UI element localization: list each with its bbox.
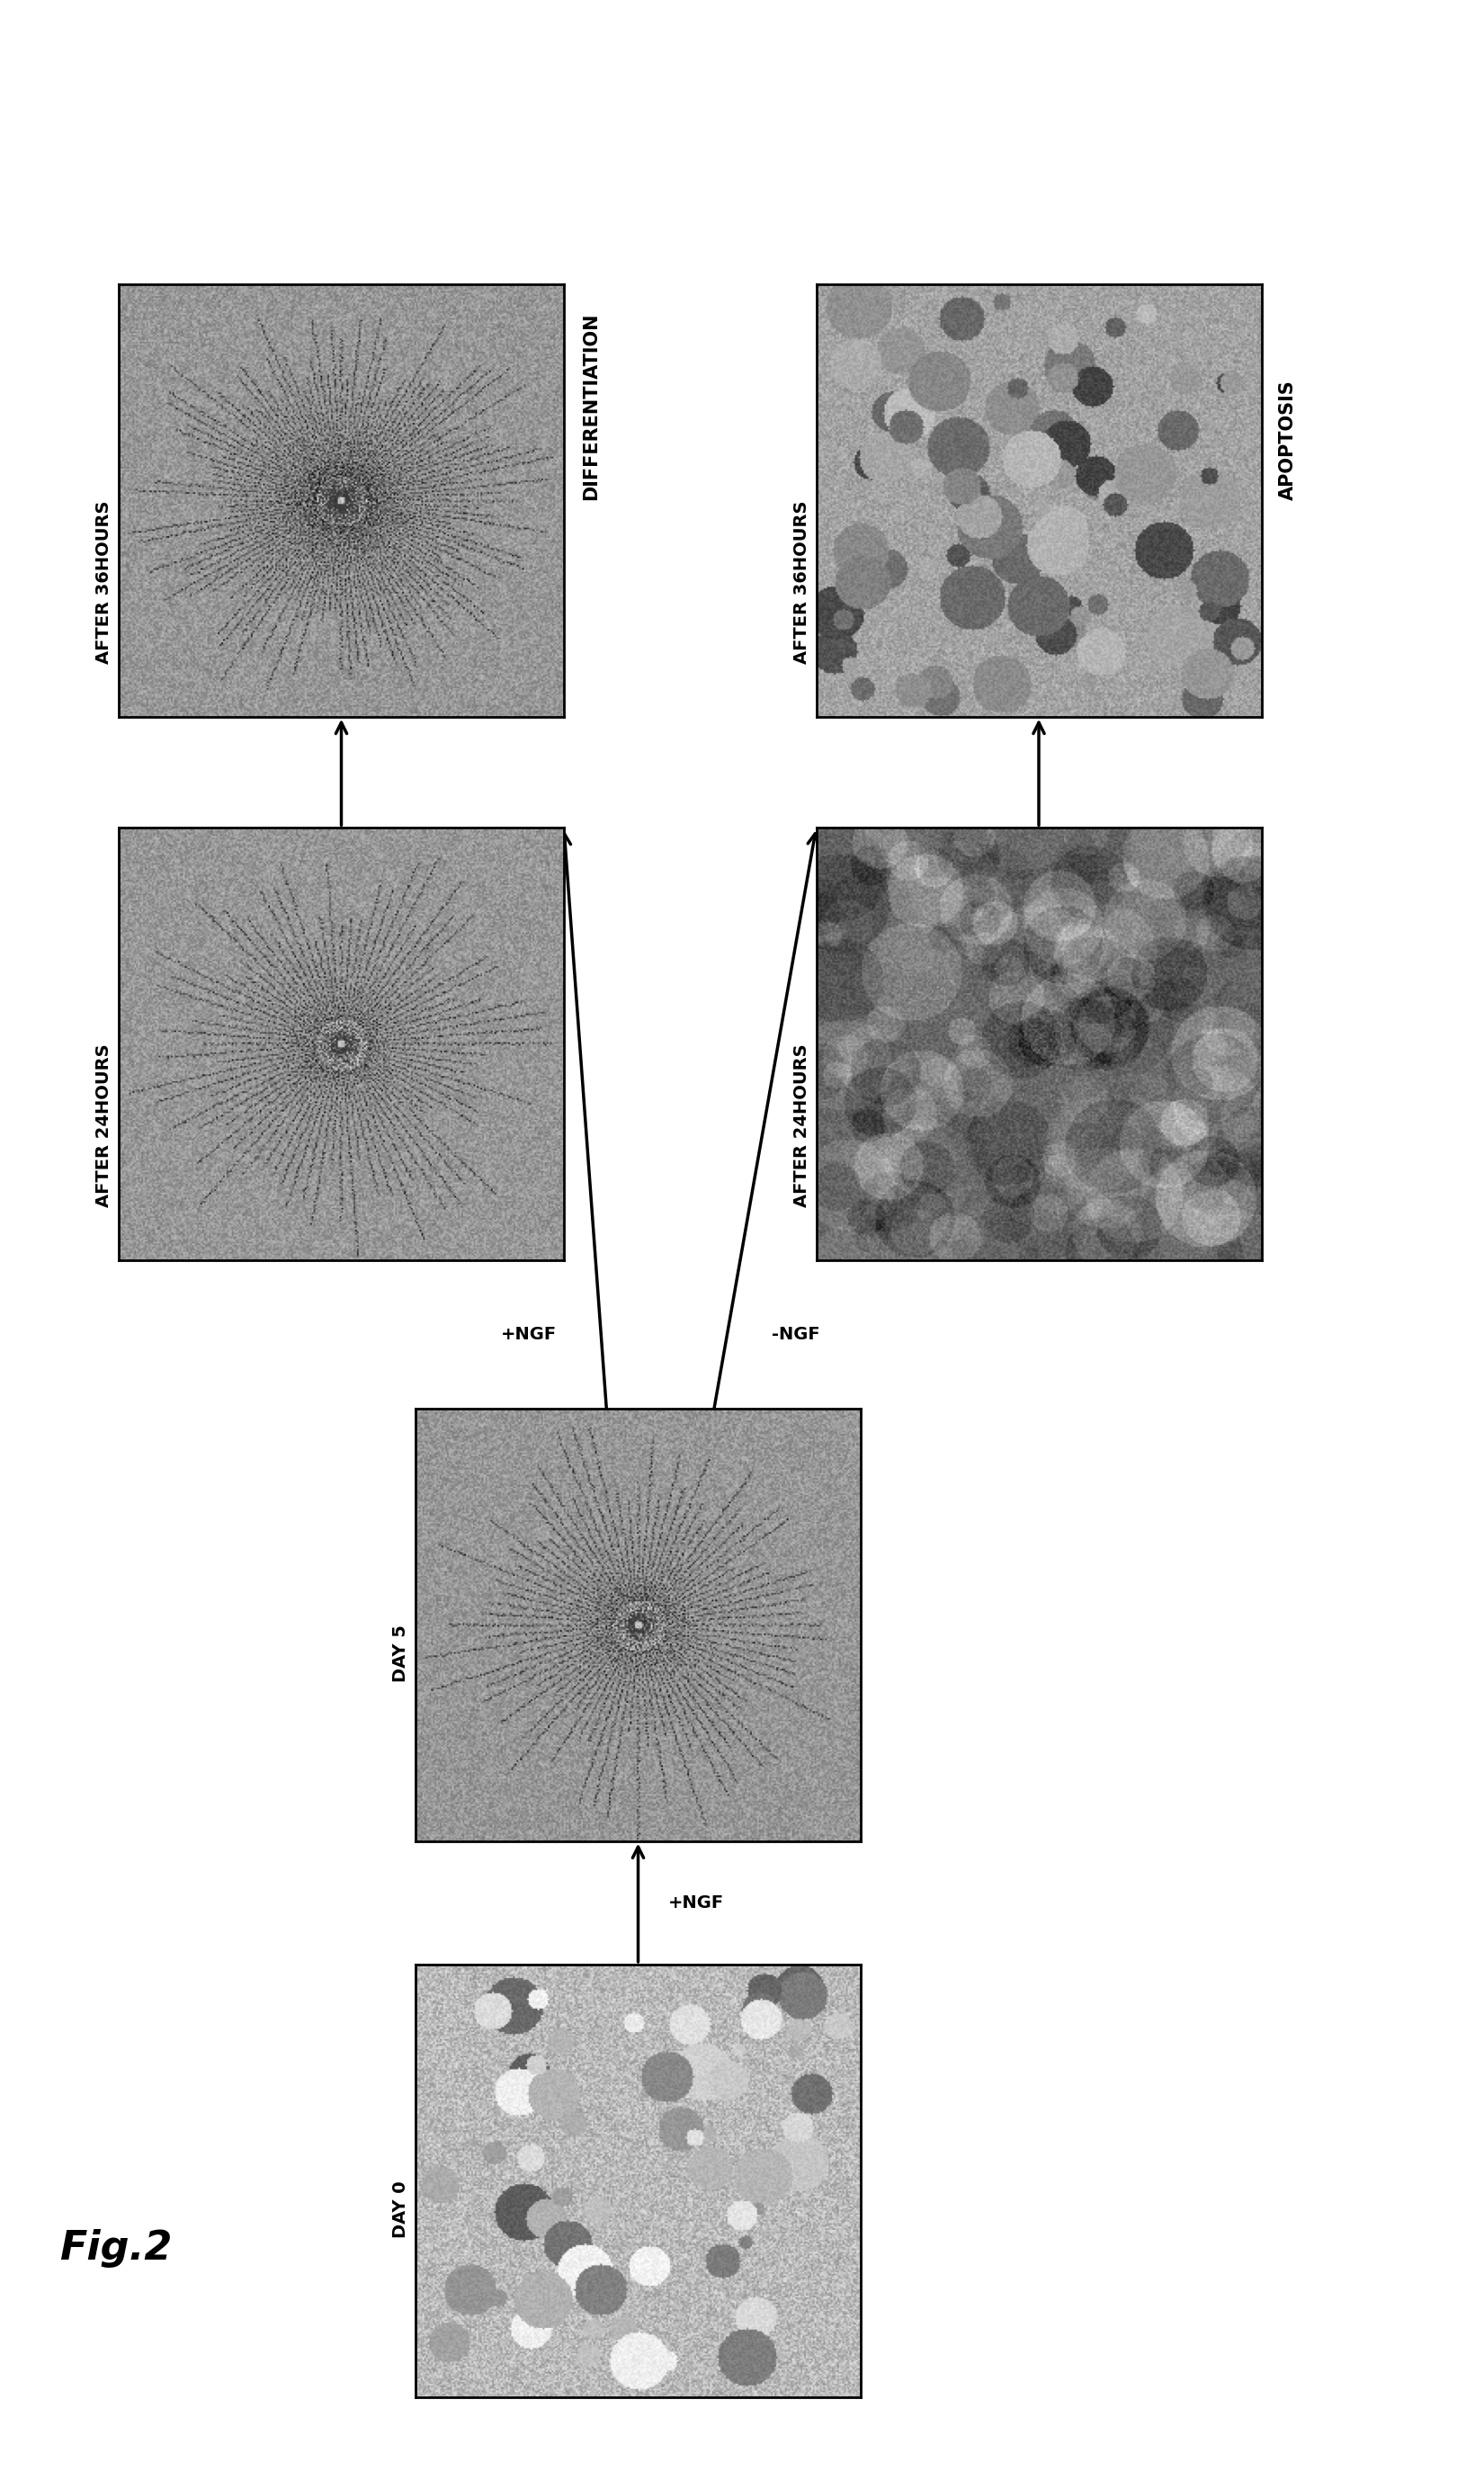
Text: APOPTOSIS: APOPTOSIS [1279, 381, 1297, 499]
Text: Fig.2: Fig.2 [59, 2229, 172, 2268]
Y-axis label: AFTER 36HOURS: AFTER 36HOURS [792, 499, 810, 665]
Text: DIFFERENTIATION: DIFFERENTIATION [582, 314, 600, 499]
Text: +NGF: +NGF [668, 1895, 724, 1910]
Y-axis label: DAY 5: DAY 5 [392, 1626, 410, 1683]
Y-axis label: AFTER 24HOURS: AFTER 24HOURS [95, 1045, 113, 1208]
Text: +NGF: +NGF [500, 1327, 556, 1342]
Y-axis label: AFTER 24HOURS: AFTER 24HOURS [792, 1045, 810, 1208]
Text: -NGF: -NGF [772, 1327, 819, 1342]
Y-axis label: DAY 0: DAY 0 [392, 2179, 410, 2239]
Y-axis label: AFTER 36HOURS: AFTER 36HOURS [95, 499, 113, 665]
